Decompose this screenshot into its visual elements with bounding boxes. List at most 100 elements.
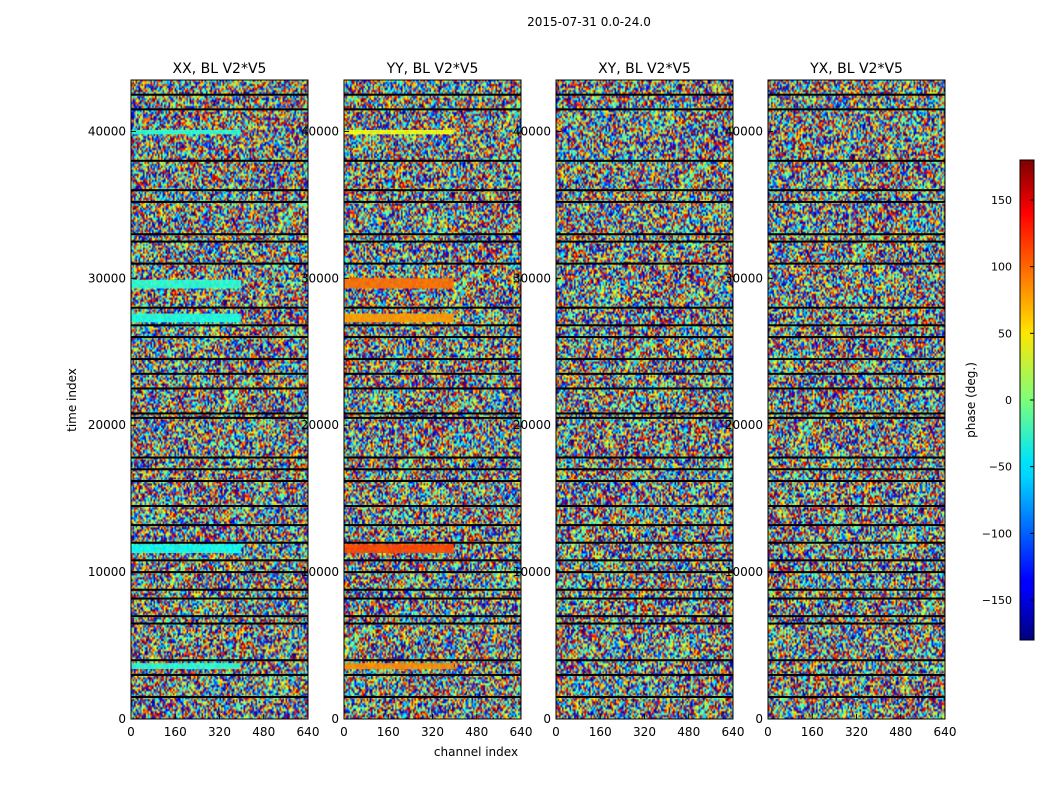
gap-row <box>556 468 733 471</box>
gap-row <box>131 108 308 111</box>
x-tick-label: 480 <box>889 725 912 739</box>
coherent-band <box>344 544 454 554</box>
gap-row <box>131 93 308 96</box>
panel-title: YY, BL V2*V5 <box>386 61 479 77</box>
y-tick-label: 40000 <box>88 124 126 138</box>
y-tick-label: 30000 <box>513 271 551 285</box>
gap-row <box>131 559 308 562</box>
gap-row <box>556 673 733 676</box>
gap-row <box>768 372 945 375</box>
y-tick-label: 40000 <box>725 124 763 138</box>
gap-row <box>131 233 308 236</box>
gap-row <box>131 387 308 390</box>
x-tick-label: 0 <box>552 725 560 739</box>
x-tick-label: 320 <box>421 725 444 739</box>
gap-row <box>768 588 945 591</box>
y-tick-label: 10000 <box>513 565 551 579</box>
y-tick-label: 30000 <box>725 271 763 285</box>
gap-row <box>768 233 945 236</box>
gap-row <box>344 324 521 327</box>
gap-row <box>768 240 945 243</box>
panel-4: YX, BL V2*V5 0 160 320 480 640 0 10000 20000 3000… <box>725 61 957 739</box>
gap-row <box>556 695 733 698</box>
x-tick-label: 160 <box>377 725 400 739</box>
gap-row <box>131 372 308 375</box>
y-tick-label: 20000 <box>301 418 339 432</box>
y-tick-label: 10000 <box>301 565 339 579</box>
y-tick-label: 20000 <box>88 418 126 432</box>
colorbar: −150 −100 −50 0 50 100 150 phase (deg.) <box>964 159 1035 641</box>
gap-row <box>556 622 733 625</box>
coherent-band <box>344 663 454 670</box>
gap-row <box>344 416 521 419</box>
gap-row <box>768 505 945 507</box>
gap-row <box>344 233 521 236</box>
gap-row <box>556 571 733 574</box>
gap-row <box>556 456 733 459</box>
gap-row <box>768 559 945 562</box>
gap-row <box>768 336 945 339</box>
gap-row <box>344 505 521 507</box>
gap-row <box>556 159 733 162</box>
gap-row <box>556 412 733 415</box>
gap-row <box>344 541 521 544</box>
gap-row <box>131 588 308 591</box>
gap-row <box>556 233 733 236</box>
y-tick-label: 0 <box>755 712 763 726</box>
gap-row <box>556 505 733 507</box>
colorbar-tick-label: 100 <box>991 261 1012 274</box>
y-tick-label: 20000 <box>725 418 763 432</box>
gap-row <box>131 412 308 415</box>
x-tick-label: 320 <box>208 725 231 739</box>
gap-row <box>131 524 308 527</box>
gap-row <box>344 673 521 676</box>
gap-row <box>131 240 308 243</box>
gap-row <box>556 480 733 483</box>
gap-row <box>131 659 308 662</box>
gap-row <box>344 189 521 192</box>
gap-row <box>768 597 945 600</box>
gap-row <box>344 597 521 600</box>
x-tick-label: 0 <box>340 725 348 739</box>
coherent-band <box>344 129 454 135</box>
gap-row <box>344 336 521 339</box>
gap-row <box>131 200 308 203</box>
x-tick-label: 640 <box>510 725 533 739</box>
gap-row <box>131 597 308 600</box>
gap-row <box>344 372 521 375</box>
y-tick-label: 30000 <box>301 271 339 285</box>
gap-row <box>556 524 733 527</box>
gap-row <box>768 673 945 676</box>
gap-row <box>556 416 733 419</box>
gap-row <box>768 412 945 415</box>
gap-row <box>768 262 945 265</box>
gap-row <box>768 358 945 361</box>
coherent-band <box>131 313 241 323</box>
gap-row <box>556 597 733 600</box>
gap-row <box>556 93 733 96</box>
y-tick-label: 0 <box>543 712 551 726</box>
gap-row <box>131 358 308 361</box>
gap-row <box>344 200 521 203</box>
gap-row <box>556 324 733 327</box>
x-tick-label: 160 <box>589 725 612 739</box>
gap-row <box>344 93 521 96</box>
gap-row <box>556 336 733 339</box>
gap-row <box>344 615 521 618</box>
panel-title: YX, BL V2*V5 <box>809 61 903 77</box>
y-tick-label: 10000 <box>88 565 126 579</box>
gap-row <box>768 456 945 459</box>
gap-row <box>344 588 521 591</box>
colorbar-label: phase (deg.) <box>964 362 978 438</box>
x-axis-label: channel index <box>434 745 518 759</box>
gap-row <box>344 571 521 574</box>
gap-row <box>131 159 308 162</box>
colorbar-tick-label: 150 <box>991 194 1012 207</box>
coherent-band <box>131 129 241 135</box>
gap-row <box>131 306 308 309</box>
gap-row <box>344 659 521 662</box>
panel-1: XX, BL V2*V5 0 160 320 480 640 0 10000 20000 3000… <box>88 61 320 739</box>
gap-row <box>131 480 308 483</box>
x-tick-label: 640 <box>722 725 745 739</box>
y-tick-label: 20000 <box>513 418 551 432</box>
